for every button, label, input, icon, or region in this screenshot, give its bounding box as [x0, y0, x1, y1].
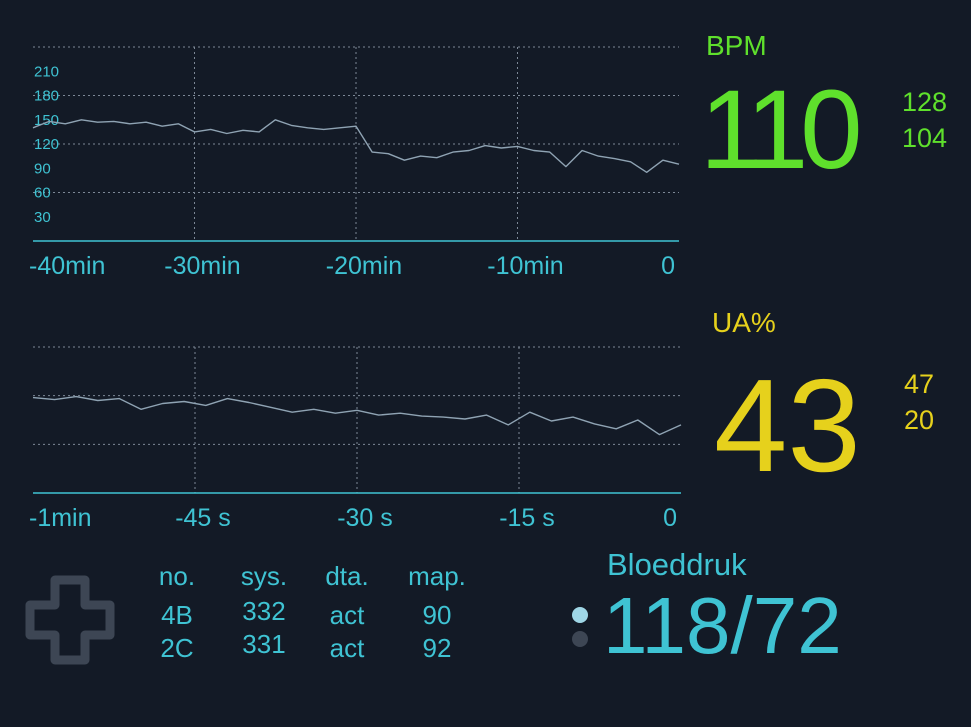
y-tick-label: 180: [34, 88, 59, 105]
vital-high: 47: [904, 369, 934, 399]
y-tick-label: 90: [34, 160, 51, 177]
table-cell: 90: [423, 600, 452, 630]
status-dot: [572, 607, 588, 623]
x-tick-label: -20min: [326, 252, 402, 280]
x-tick-label: -10min: [487, 252, 563, 280]
x-tick-label: -30 s: [337, 504, 393, 532]
x-tick-label: -1min: [29, 504, 92, 532]
y-tick-label: 60: [34, 185, 51, 202]
y-tick-label: 30: [34, 209, 51, 226]
status-dot: [572, 631, 588, 647]
vital-high: 128: [902, 87, 947, 117]
trace-line: [32, 395, 682, 436]
x-tick-label: -15 s: [499, 504, 555, 532]
logo-icon: [25, 575, 115, 665]
vital-value: 43: [714, 352, 861, 499]
x-tick-label: 0: [661, 252, 675, 280]
table-cell: 4B: [161, 600, 193, 630]
table-header: map.: [408, 561, 466, 591]
table-cell: act: [330, 633, 365, 663]
table-header: sys.: [241, 561, 287, 591]
x-tick-label: -45 s: [175, 504, 231, 532]
table-cell: 92: [423, 633, 452, 663]
vital-value: 110: [700, 67, 858, 192]
table-cell: 2C: [160, 633, 193, 663]
table-cell: act: [330, 600, 365, 630]
x-tick-label: -40min: [29, 252, 105, 280]
table-cell: 332: [242, 596, 285, 626]
vital-label: BPM: [706, 30, 767, 61]
bp-value: 118/72: [603, 581, 842, 670]
vital-label: UA%: [712, 307, 776, 338]
table-cell: 331: [242, 629, 285, 659]
table-header: no.: [159, 561, 195, 591]
x-tick-label: 0: [663, 504, 677, 532]
y-tick-label: 120: [34, 136, 59, 153]
x-tick-label: -30min: [164, 252, 240, 280]
trace-line: [32, 119, 680, 173]
vital-low: 20: [904, 405, 934, 435]
bp-label: Bloeddruk: [607, 547, 747, 582]
y-tick-label: 210: [34, 63, 59, 80]
vital-low: 104: [902, 123, 947, 153]
table-header: dta.: [325, 561, 368, 591]
